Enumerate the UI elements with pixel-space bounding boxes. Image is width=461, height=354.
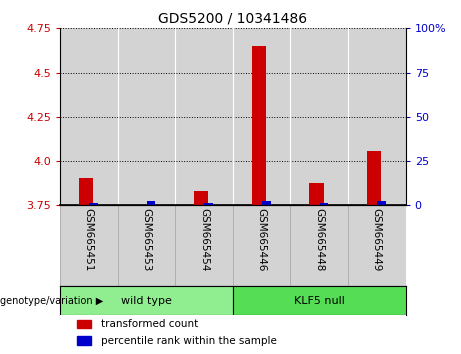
- Bar: [60, 28, 118, 205]
- Bar: [118, 28, 175, 205]
- Text: percentile rank within the sample: percentile rank within the sample: [101, 336, 278, 346]
- Text: KLF5 null: KLF5 null: [294, 296, 345, 306]
- Text: wild type: wild type: [121, 296, 172, 306]
- Bar: [204, 203, 213, 205]
- Bar: [290, 205, 348, 286]
- Bar: [348, 28, 406, 205]
- Text: GSM665448: GSM665448: [314, 208, 324, 271]
- Bar: [348, 205, 406, 286]
- Bar: [319, 203, 328, 205]
- Text: genotype/variation ▶: genotype/variation ▶: [0, 296, 103, 306]
- Bar: [175, 205, 233, 286]
- Text: GSM665446: GSM665446: [257, 208, 266, 271]
- Bar: [252, 46, 266, 205]
- Bar: [60, 205, 118, 286]
- Text: GSM665454: GSM665454: [199, 208, 209, 271]
- Bar: [367, 152, 381, 205]
- Text: GSM665453: GSM665453: [142, 208, 151, 271]
- Bar: [309, 183, 324, 205]
- Bar: [175, 28, 233, 205]
- Title: GDS5200 / 10341486: GDS5200 / 10341486: [158, 12, 307, 26]
- Bar: [147, 201, 155, 205]
- Bar: [194, 191, 208, 205]
- Bar: [77, 336, 91, 345]
- Bar: [233, 286, 406, 315]
- Bar: [233, 28, 290, 205]
- Bar: [290, 28, 348, 205]
- Bar: [233, 205, 290, 286]
- Text: GSM665451: GSM665451: [84, 208, 94, 271]
- Bar: [79, 178, 93, 205]
- Bar: [77, 320, 91, 329]
- Bar: [89, 203, 98, 205]
- Bar: [118, 205, 175, 286]
- Bar: [262, 201, 271, 205]
- Bar: [60, 286, 233, 315]
- Text: GSM665449: GSM665449: [372, 208, 382, 271]
- Text: transformed count: transformed count: [101, 319, 199, 329]
- Bar: [377, 201, 386, 205]
